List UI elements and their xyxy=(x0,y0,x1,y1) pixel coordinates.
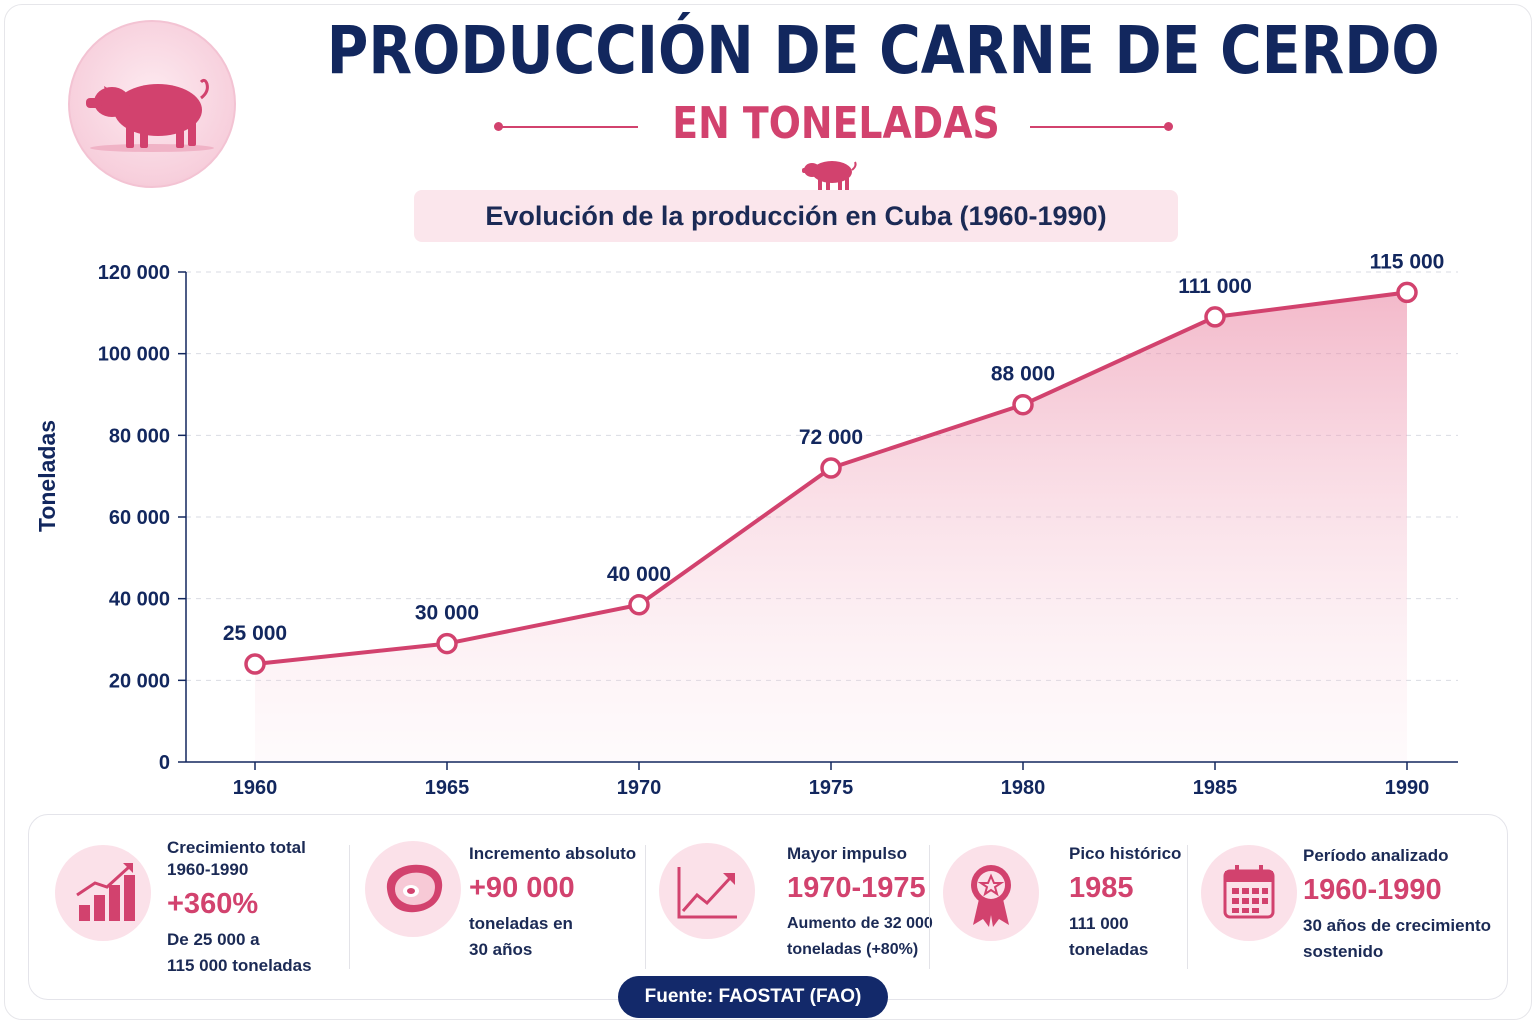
data-point xyxy=(1396,281,1418,304)
bar-chart-icon xyxy=(55,845,151,941)
x-tick-label: 1985 xyxy=(1193,777,1238,799)
stat-historic-peak: Pico histórico 1985 111 000 toneladas xyxy=(931,815,1187,999)
stat-label: Crecimiento total 1960-1990 xyxy=(167,838,306,879)
source-badge: Fuente: FAOSTAT (FAO) xyxy=(618,976,888,1018)
trend-up-icon xyxy=(659,843,755,939)
stat-desc: 30 años de crecimiento sostenido xyxy=(1303,916,1492,961)
stat-value: 1970-1975 xyxy=(787,872,926,904)
stat-value: 1960-1990 xyxy=(1303,874,1442,906)
stat-label: Período analizado xyxy=(1303,846,1449,865)
x-tick-label: 1990 xyxy=(1385,777,1430,799)
divider xyxy=(349,845,350,969)
y-tick-label: 60 000 xyxy=(109,507,170,529)
small-pig-icon xyxy=(800,156,862,197)
data-label: 115 000 xyxy=(1370,250,1445,273)
data-point xyxy=(1012,393,1034,416)
x-tick-label: 1965 xyxy=(425,777,470,799)
data-point xyxy=(244,653,266,675)
divider xyxy=(929,845,930,969)
stat-desc: 111 000 toneladas xyxy=(1069,914,1149,959)
stat-value: +90 000 xyxy=(469,872,575,904)
y-tick-label: 120 000 xyxy=(98,262,170,284)
data-point xyxy=(436,632,458,655)
stat-biggest-boost: Mayor impulso 1970-1975 Aumento de 32 00… xyxy=(647,815,933,999)
divider xyxy=(1187,845,1188,969)
data-label: 30 000 xyxy=(415,602,479,625)
line-chart: 0 20 000 40 000 60 000 80 000 100 000 120 000 1… xyxy=(34,250,1458,799)
divider xyxy=(645,845,646,969)
data-label: 72 000 xyxy=(799,426,863,449)
stats-panel: Crecimiento total 1960-1990 +360% De 25 … xyxy=(28,814,1508,1000)
main-title: PRODUCCIÓN DE CARNE DE CERDO xyxy=(326,12,1440,89)
stat-label: Mayor impulso xyxy=(787,844,907,863)
y-tick-label: 0 xyxy=(159,752,170,774)
y-tick-label: 80 000 xyxy=(109,425,170,447)
data-label: 111 000 xyxy=(1178,275,1252,298)
decorative-dot-left xyxy=(494,122,503,131)
y-tick-label: 20 000 xyxy=(109,670,170,692)
x-tick-label: 1970 xyxy=(617,777,662,799)
data-point xyxy=(628,594,650,616)
pig-logo xyxy=(68,20,236,188)
data-label: 25 000 xyxy=(223,622,287,645)
data-point xyxy=(820,457,842,479)
steak-icon xyxy=(365,841,461,937)
data-label: 88 000 xyxy=(991,363,1055,386)
data-point xyxy=(1204,306,1226,328)
award-badge-icon xyxy=(943,845,1039,941)
calendar-icon xyxy=(1201,845,1297,941)
x-tick-label: 1980 xyxy=(1001,777,1046,799)
chart-title: Evolución de la producción en Cuba (1960… xyxy=(414,190,1178,242)
pig-icon xyxy=(86,78,214,152)
data-label: 40 000 xyxy=(607,563,671,586)
y-tick-label: 40 000 xyxy=(109,589,170,611)
stat-value: 1985 xyxy=(1069,872,1134,904)
stat-desc: Aumento de 32 000 toneladas (+80%) xyxy=(787,915,933,958)
stat-total-growth: Crecimiento total 1960-1990 +360% De 25 … xyxy=(29,815,349,999)
x-tick-label: 1960 xyxy=(233,777,278,799)
subtitle: EN TONELADAS xyxy=(672,98,1000,149)
decorative-dot-right xyxy=(1164,122,1173,131)
decorative-line-left xyxy=(500,126,638,128)
y-tick-label: 100 000 xyxy=(98,344,170,366)
y-axis-title: Toneladas xyxy=(34,420,60,532)
stat-absolute-increase: Incremento absoluto +90 000 toneladas en… xyxy=(351,815,643,999)
stat-desc: De 25 000 a 115 000 toneladas xyxy=(167,930,312,975)
series-area-fill xyxy=(255,292,1407,762)
stat-desc: toneladas en 30 años xyxy=(469,914,573,959)
stat-label: Incremento absoluto xyxy=(469,844,637,863)
stat-analyzed-period: Período analizado 1960-1990 30 años de c… xyxy=(1189,815,1505,999)
decorative-line-right xyxy=(1030,126,1168,128)
x-tick-label: 1975 xyxy=(809,777,854,799)
stat-value: +360% xyxy=(167,888,259,920)
stat-label: Pico histórico xyxy=(1069,844,1182,863)
